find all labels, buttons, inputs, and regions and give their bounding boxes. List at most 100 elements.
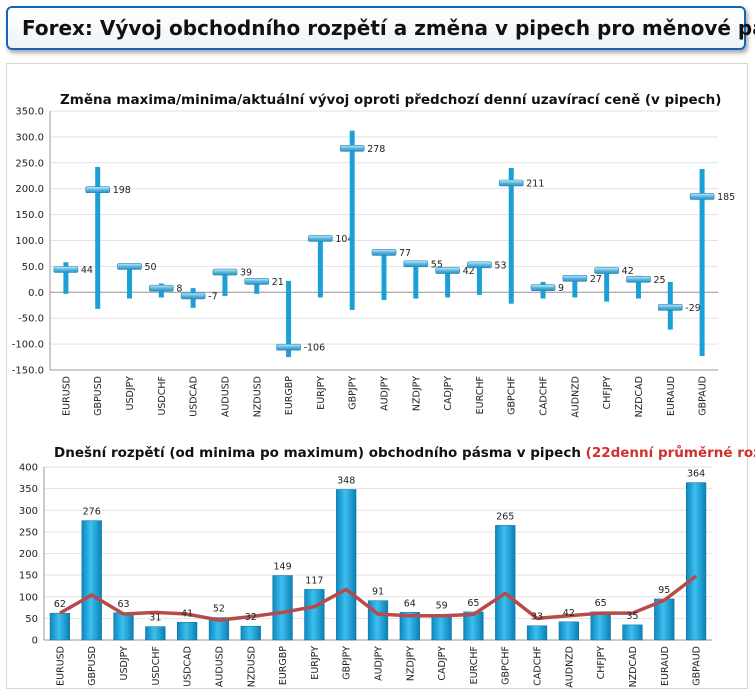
- range-bar: [413, 262, 419, 299]
- data-label: 348: [337, 475, 355, 486]
- current-marker: [467, 261, 492, 269]
- x-tick-label: USDCAD: [189, 376, 200, 417]
- data-label: 39: [240, 268, 252, 279]
- data-label: 55: [431, 259, 443, 270]
- range-bar: [558, 621, 579, 641]
- current-marker: [594, 267, 619, 274]
- range-bar: [381, 249, 387, 301]
- x-tick-label: AUDJPY: [374, 646, 385, 681]
- current-marker: [308, 235, 333, 242]
- range-bar: [63, 262, 69, 294]
- data-label: 32: [245, 612, 257, 623]
- y-tick-label: -100.0: [12, 340, 44, 351]
- data-label: 42: [622, 266, 634, 277]
- data-label: 65: [467, 598, 479, 609]
- y-tick-label: -50.0: [18, 314, 44, 325]
- chart-2-title-main: Dnešní rozpětí (od minima po maximum) ob…: [54, 445, 586, 461]
- data-label: -29: [685, 303, 701, 314]
- y-tick-label: 150.0: [15, 210, 44, 221]
- data-label: 42: [463, 266, 475, 277]
- title-box: Forex: Vývoj obchodního rozpětí a změna …: [6, 6, 755, 50]
- current-marker: [657, 304, 683, 311]
- data-label: 104: [335, 234, 353, 245]
- x-tick-label: GBPAUD: [698, 376, 709, 416]
- x-tick-label: GBPJPY: [342, 646, 353, 680]
- range-bar: [654, 598, 675, 641]
- x-tick-label: AUDNZD: [570, 376, 581, 418]
- current-marker: [498, 179, 524, 187]
- chart-daily-range: Dnešní rozpětí (od minima po maximum) ob…: [19, 444, 755, 688]
- x-tick-label: GBPUSD: [87, 646, 98, 686]
- range-bar: [445, 267, 451, 298]
- range-bar: [526, 625, 548, 641]
- x-tick-label: NZDCAD: [634, 376, 645, 417]
- range-bar: [81, 520, 102, 641]
- current-marker: [276, 343, 301, 351]
- data-label: 63: [117, 599, 129, 610]
- y-tick-label: 200.0: [15, 184, 44, 195]
- data-label: 59: [436, 600, 448, 611]
- data-label: 53: [494, 260, 506, 271]
- x-tick-label: EURAUD: [666, 376, 677, 416]
- x-tick-label: CADJPY: [443, 376, 454, 411]
- data-label: 41: [181, 608, 193, 619]
- range-bar: [127, 266, 133, 299]
- x-tick-label: NZDUSD: [246, 646, 257, 687]
- y-tick-label: 0.0: [28, 288, 44, 299]
- x-tick-label: USDCHF: [151, 646, 162, 686]
- range-bar: [145, 626, 166, 641]
- range-bar: [399, 612, 420, 641]
- current-marker: [562, 275, 588, 282]
- x-tick-label: EURGBP: [284, 376, 295, 415]
- data-label: 42: [563, 608, 575, 619]
- current-marker: [53, 266, 79, 273]
- y-tick-label: 100.0: [15, 236, 44, 247]
- y-tick-label: 150: [19, 571, 38, 582]
- x-tick-label: CADCHF: [539, 376, 550, 416]
- data-label: 364: [687, 469, 705, 480]
- range-bar: [272, 575, 293, 641]
- chart-change-vs-close: Změna maxima/minima/aktuální vývoj oprot…: [12, 92, 735, 418]
- range-bar: [463, 611, 484, 641]
- range-bar: [222, 270, 228, 296]
- range-bar: [254, 278, 260, 294]
- range-bar: [604, 269, 610, 302]
- y-tick-label: 50: [25, 614, 38, 625]
- data-label: 265: [496, 511, 514, 522]
- range-bar: [495, 525, 516, 641]
- x-tick-label: CADCHF: [533, 646, 544, 686]
- x-tick-label: AUDUSD: [214, 646, 225, 687]
- range-bar: [95, 166, 101, 309]
- x-tick-label: EURGBP: [278, 646, 289, 685]
- current-marker: [626, 276, 651, 283]
- current-marker: [85, 186, 111, 194]
- current-marker: [339, 144, 365, 152]
- x-tick-label: GBPCHF: [507, 376, 518, 415]
- charts-panel: [6, 63, 748, 689]
- y-tick-label: 300.0: [15, 132, 44, 143]
- x-tick-label: EURCHF: [469, 646, 480, 684]
- current-marker: [403, 260, 429, 268]
- current-marker: [117, 263, 142, 270]
- range-bar: [49, 612, 71, 641]
- data-label: 62: [54, 599, 66, 610]
- data-label: 149: [274, 562, 292, 573]
- data-label: 77: [399, 248, 411, 259]
- x-tick-label: AUDUSD: [220, 376, 231, 417]
- range-bar: [349, 130, 355, 310]
- chart-2-title: Dnešní rozpětí (od minima po maximum) ob…: [54, 444, 755, 461]
- y-tick-label: 400: [19, 463, 38, 474]
- current-marker: [689, 193, 715, 200]
- data-label: 91: [372, 587, 384, 598]
- data-label: 185: [717, 192, 735, 203]
- x-tick-label: NZDCAD: [628, 646, 639, 687]
- range-bar: [572, 276, 578, 298]
- current-marker: [530, 284, 556, 291]
- x-tick-label: AUDNZD: [564, 646, 575, 688]
- x-tick-label: CADJPY: [437, 646, 448, 681]
- y-tick-label: 0: [32, 636, 38, 647]
- y-tick-label: 350: [19, 484, 38, 495]
- y-tick-label: 250.0: [15, 158, 44, 169]
- data-label: 278: [367, 144, 385, 155]
